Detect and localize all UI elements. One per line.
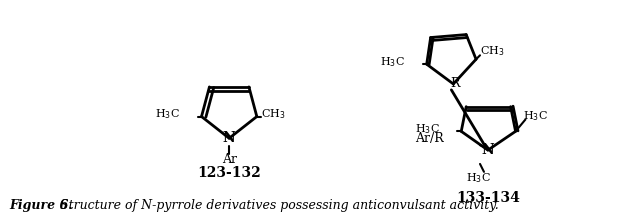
Text: H$_3$C: H$_3$C xyxy=(466,171,491,185)
Text: CH$_3$: CH$_3$ xyxy=(261,108,285,121)
Text: Figure 6.: Figure 6. xyxy=(9,199,73,212)
Text: 133-134: 133-134 xyxy=(456,190,520,204)
Text: R: R xyxy=(451,78,460,91)
Text: Ar/R: Ar/R xyxy=(415,132,444,145)
Text: N: N xyxy=(223,131,236,145)
Text: H$_3$C: H$_3$C xyxy=(380,55,405,69)
Text: H$_3$C: H$_3$C xyxy=(415,122,439,136)
Text: H$_3$C: H$_3$C xyxy=(524,110,549,123)
Text: N: N xyxy=(482,143,495,157)
Text: H$_3$C: H$_3$C xyxy=(155,108,180,121)
Text: Structure of N-pyrrole derivatives possessing anticonvulsant activity.: Structure of N-pyrrole derivatives posse… xyxy=(56,199,499,212)
Text: Ar: Ar xyxy=(222,154,236,167)
Text: CH$_3$: CH$_3$ xyxy=(480,45,505,58)
Text: 123-132: 123-132 xyxy=(197,166,261,180)
